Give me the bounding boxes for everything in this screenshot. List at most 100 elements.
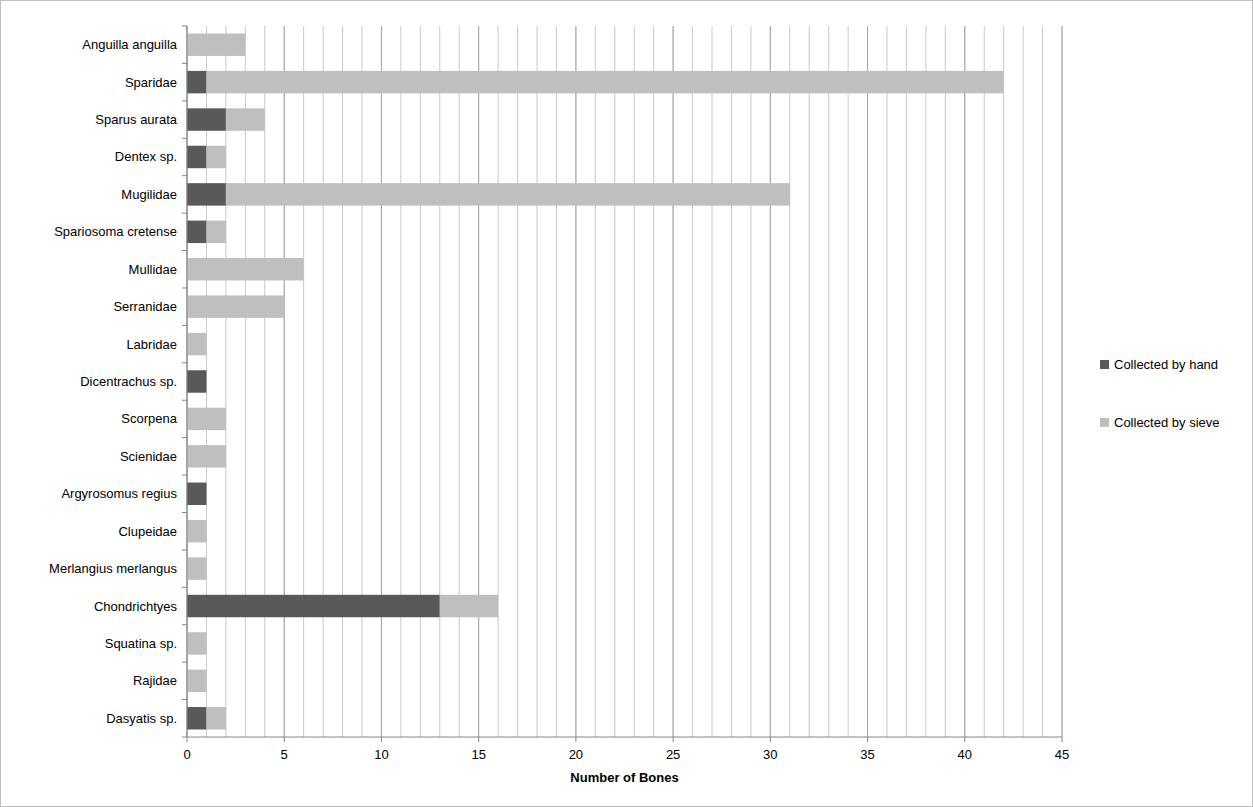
grid-line xyxy=(770,26,771,737)
tick-mark xyxy=(867,737,868,742)
bar xyxy=(187,333,206,355)
grid-line xyxy=(867,26,868,737)
bar xyxy=(206,370,207,392)
grid-line xyxy=(439,26,440,737)
grid-line xyxy=(187,26,188,737)
grid-line xyxy=(342,26,343,737)
tick-label: 10 xyxy=(374,747,388,762)
grid-line xyxy=(245,26,246,737)
bars xyxy=(187,33,1004,729)
grid-line xyxy=(848,26,849,737)
bar xyxy=(187,483,206,505)
category-tick xyxy=(182,325,187,326)
category-label: Argyrosomus regius xyxy=(61,486,177,501)
y-axis-line xyxy=(187,26,188,737)
category-label: Merlangius merlangus xyxy=(49,561,177,576)
grid-line xyxy=(828,26,829,737)
chart: 051015202530354045Anguilla anguillaSpari… xyxy=(0,0,1253,807)
tick-mark xyxy=(478,737,479,742)
grid-line xyxy=(323,26,324,737)
grid-line xyxy=(614,26,615,737)
category-tick xyxy=(182,138,187,139)
grid-line xyxy=(575,26,576,737)
bar xyxy=(187,108,226,130)
category-tick xyxy=(182,475,187,476)
tick-mark xyxy=(187,737,188,742)
grid-line xyxy=(809,26,810,737)
major-grid-line xyxy=(1062,26,1063,737)
category-label: Dasyatis sp. xyxy=(106,711,177,726)
legend-label: Collected by sieve xyxy=(1114,415,1220,430)
category-label: Sparidae xyxy=(125,75,177,90)
bar xyxy=(187,146,206,168)
grid-line xyxy=(1023,26,1024,737)
tick-label: 0 xyxy=(183,747,190,762)
grid-line xyxy=(478,26,479,737)
tick-mark xyxy=(673,737,674,742)
tick-label: 35 xyxy=(860,747,874,762)
grid-line xyxy=(537,26,538,737)
grid-line xyxy=(653,26,654,737)
grid-line xyxy=(1062,26,1063,737)
category-label: Clupeidae xyxy=(118,524,177,539)
bar xyxy=(206,221,225,243)
category-label: Chondrichtyes xyxy=(94,599,178,614)
category-tick xyxy=(182,250,187,251)
bar xyxy=(206,146,225,168)
bar xyxy=(187,408,226,430)
category-label: Serranidae xyxy=(113,299,177,314)
grid-line xyxy=(750,26,751,737)
tick-label: 30 xyxy=(763,747,777,762)
category-tick xyxy=(182,662,187,663)
major-grid-line xyxy=(478,26,479,737)
category-tick xyxy=(182,437,187,438)
category-tick xyxy=(182,512,187,513)
legend-swatch xyxy=(1100,418,1109,427)
bar xyxy=(187,295,284,317)
category-label: Spariosoma cretense xyxy=(54,224,177,239)
grid-line xyxy=(673,26,674,737)
x-axis-line xyxy=(187,737,1062,738)
grid-line xyxy=(264,26,265,737)
grid-line xyxy=(556,26,557,737)
grid-line xyxy=(1003,26,1004,737)
bar xyxy=(187,33,245,55)
bar xyxy=(187,595,440,617)
category-label: Labridae xyxy=(126,337,177,352)
bar xyxy=(187,258,304,280)
legend-label: Collected by hand xyxy=(1114,357,1218,372)
category-tick xyxy=(182,699,187,700)
grid-line xyxy=(964,26,965,737)
bar xyxy=(187,370,206,392)
category-tick xyxy=(182,737,187,738)
bar xyxy=(187,670,206,692)
category-tick xyxy=(182,400,187,401)
major-grid-line xyxy=(381,26,382,737)
grid-line xyxy=(303,26,304,737)
tick-label: 25 xyxy=(666,747,680,762)
grid-line xyxy=(284,26,285,737)
category-tick xyxy=(182,287,187,288)
grid-line xyxy=(906,26,907,737)
major-grid-line xyxy=(187,26,188,737)
category-label: Sparus aurata xyxy=(95,112,177,127)
category-tick xyxy=(182,587,187,588)
bar xyxy=(187,557,206,579)
bar xyxy=(226,108,265,130)
bar xyxy=(187,221,206,243)
category-tick xyxy=(182,63,187,64)
legend-swatch xyxy=(1100,360,1109,369)
category-tick xyxy=(182,175,187,176)
grid-line xyxy=(381,26,382,737)
grid-line xyxy=(887,26,888,737)
chart-frame xyxy=(1,1,1253,807)
grid-line xyxy=(634,26,635,737)
grid-line xyxy=(420,26,421,737)
grid-line xyxy=(362,26,363,737)
category-label: Dicentrachus sp. xyxy=(80,374,177,389)
category-label: Mullidae xyxy=(129,262,177,277)
bar xyxy=(187,707,206,729)
tick-label: 40 xyxy=(958,747,972,762)
bar xyxy=(187,71,206,93)
major-grid-line xyxy=(284,26,285,737)
